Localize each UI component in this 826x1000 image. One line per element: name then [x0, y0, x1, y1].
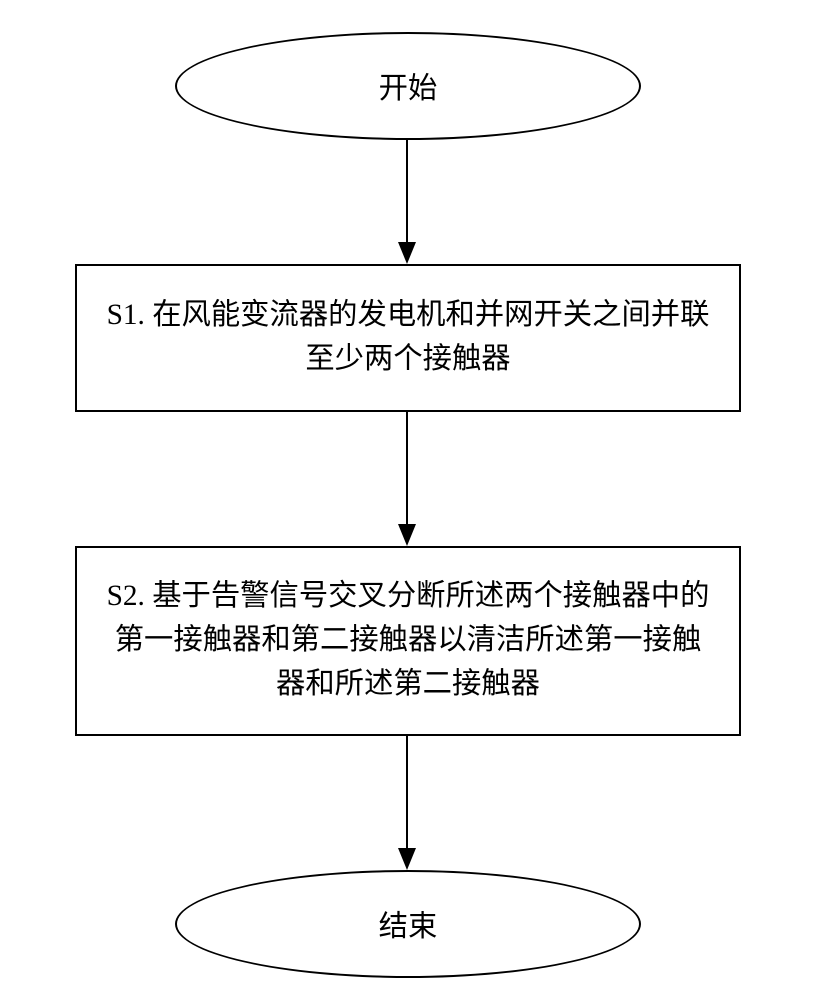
step-s2-node: S2. 基于告警信号交叉分断所述两个接触器中的第一接触器和第二接触器以清洁所述第…	[75, 546, 741, 736]
edge-arrowhead	[398, 242, 416, 264]
edge-line	[406, 140, 408, 242]
step-s2-label: S2. 基于告警信号交叉分断所述两个接触器中的第一接触器和第二接触器以清洁所述第…	[101, 575, 715, 707]
end-node: 结束	[175, 870, 641, 978]
edge-arrowhead	[398, 524, 416, 546]
edge-line	[406, 736, 408, 848]
flowchart-canvas: 开始 S1. 在风能变流器的发电机和并网开关之间并联至少两个接触器 S2. 基于…	[0, 0, 826, 1000]
step-s1-node: S1. 在风能变流器的发电机和并网开关之间并联至少两个接触器	[75, 264, 741, 412]
start-label: 开始	[379, 65, 438, 107]
edge-arrowhead	[398, 848, 416, 870]
end-label: 结束	[379, 903, 438, 945]
edge-line	[406, 412, 408, 524]
step-s1-label: S1. 在风能变流器的发电机和并网开关之间并联至少两个接触器	[101, 294, 715, 382]
start-node: 开始	[175, 32, 641, 140]
